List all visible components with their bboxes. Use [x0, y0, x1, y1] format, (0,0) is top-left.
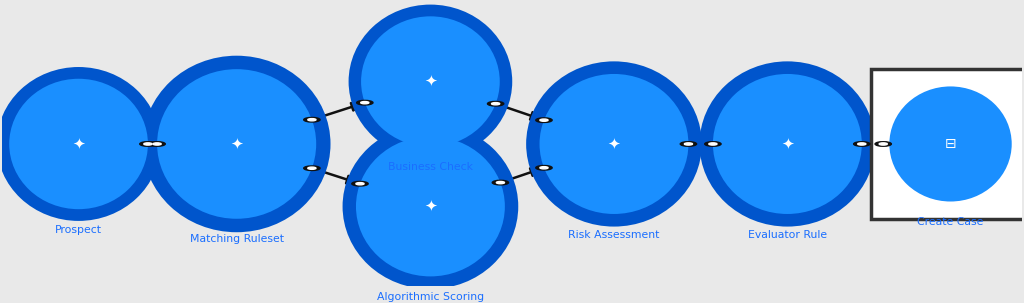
Text: Risk Assessment: Risk Assessment	[568, 230, 659, 240]
Ellipse shape	[343, 124, 518, 289]
Text: Evaluator Rule: Evaluator Rule	[748, 230, 827, 240]
Circle shape	[540, 167, 548, 169]
Circle shape	[143, 143, 152, 145]
Circle shape	[493, 180, 509, 185]
Text: ✦: ✦	[73, 136, 85, 152]
Text: Algorithmic Scoring: Algorithmic Scoring	[377, 292, 484, 302]
Ellipse shape	[699, 62, 876, 227]
Circle shape	[352, 181, 369, 186]
Circle shape	[487, 102, 504, 106]
Circle shape	[356, 100, 373, 105]
Ellipse shape	[361, 16, 500, 147]
Circle shape	[356, 183, 365, 185]
Circle shape	[308, 167, 316, 169]
Circle shape	[360, 102, 369, 104]
Ellipse shape	[9, 79, 147, 209]
Circle shape	[536, 165, 552, 170]
Circle shape	[304, 166, 321, 171]
Circle shape	[492, 103, 500, 105]
Text: ✦: ✦	[424, 74, 437, 89]
Ellipse shape	[348, 5, 512, 158]
Circle shape	[880, 143, 888, 145]
Circle shape	[536, 118, 552, 122]
Circle shape	[148, 142, 165, 146]
Circle shape	[705, 142, 721, 146]
Text: Matching Ruleset: Matching Ruleset	[189, 235, 284, 245]
Circle shape	[540, 119, 548, 121]
Circle shape	[304, 118, 321, 122]
Text: ✦: ✦	[607, 136, 621, 152]
Circle shape	[854, 142, 870, 146]
Ellipse shape	[356, 136, 505, 276]
Circle shape	[858, 143, 866, 145]
Ellipse shape	[157, 69, 316, 219]
Text: ✦: ✦	[781, 136, 794, 152]
Circle shape	[709, 143, 717, 145]
Ellipse shape	[713, 74, 862, 214]
Circle shape	[153, 143, 161, 145]
Ellipse shape	[142, 56, 331, 232]
Text: ⊟: ⊟	[945, 137, 956, 151]
FancyBboxPatch shape	[871, 69, 1024, 219]
Ellipse shape	[889, 86, 1012, 201]
Circle shape	[684, 143, 692, 145]
Circle shape	[876, 142, 891, 146]
Circle shape	[497, 181, 505, 184]
Circle shape	[139, 142, 156, 146]
Text: Create Case: Create Case	[918, 217, 984, 227]
Circle shape	[680, 142, 696, 146]
Ellipse shape	[526, 62, 701, 227]
Circle shape	[308, 118, 316, 121]
Ellipse shape	[0, 67, 161, 221]
Text: Prospect: Prospect	[55, 225, 102, 235]
Text: Business Check: Business Check	[388, 162, 473, 172]
Text: ✦: ✦	[230, 136, 243, 152]
Ellipse shape	[540, 74, 688, 214]
Text: ✦: ✦	[424, 199, 437, 214]
